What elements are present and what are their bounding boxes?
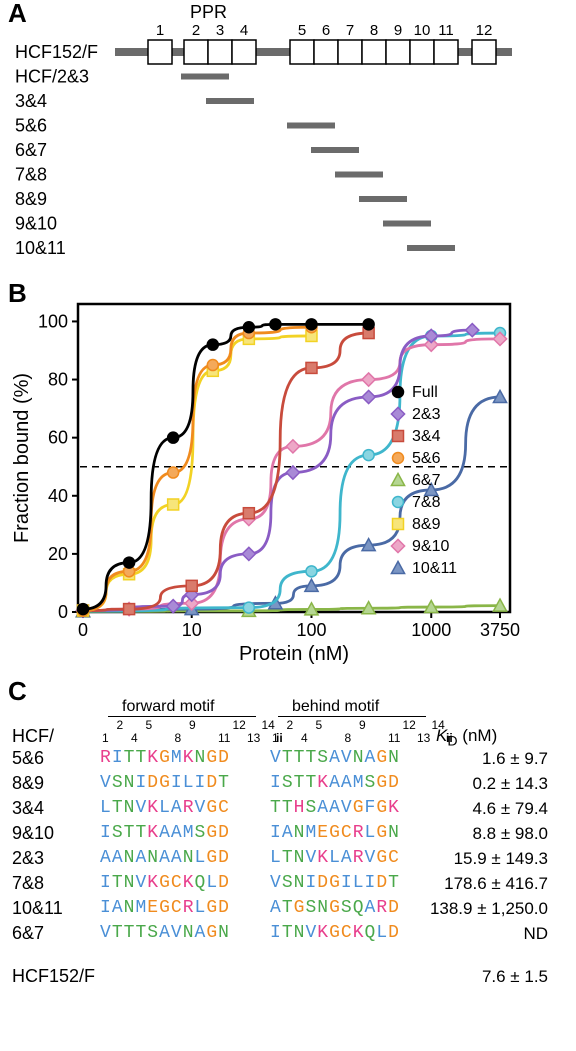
svg-text:Fraction bound (%): Fraction bound (%) bbox=[11, 373, 33, 543]
svg-text:1: 1 bbox=[156, 22, 164, 39]
svg-text:0: 0 bbox=[58, 602, 68, 622]
panel-c: C forward motifbehind motif2591214148111… bbox=[0, 680, 576, 1050]
panel-b-label: B bbox=[8, 278, 27, 309]
svg-text:8&9: 8&9 bbox=[412, 516, 441, 533]
svg-text:3: 3 bbox=[216, 22, 224, 39]
svg-text:9&10: 9&10 bbox=[412, 538, 449, 555]
panel-b: B 02040608010001010010003750Protein (nM)… bbox=[0, 282, 576, 672]
svg-text:9: 9 bbox=[394, 22, 402, 39]
panel-a: A PPR 123456789101112HCF152/FHCF/2&33&45… bbox=[0, 0, 576, 280]
svg-text:3&4: 3&4 bbox=[15, 91, 47, 111]
svg-text:80: 80 bbox=[48, 370, 68, 390]
svg-text:11: 11 bbox=[438, 22, 454, 39]
svg-text:3&4: 3&4 bbox=[412, 428, 441, 445]
panel-c-label: C bbox=[8, 676, 27, 707]
svg-text:Full: Full bbox=[412, 384, 438, 401]
svg-text:HCF/2&3: HCF/2&3 bbox=[15, 67, 89, 87]
svg-text:8&9: 8&9 bbox=[15, 189, 47, 209]
svg-text:6&7: 6&7 bbox=[412, 472, 441, 489]
svg-text:8: 8 bbox=[370, 22, 378, 39]
svg-text:100: 100 bbox=[296, 620, 326, 640]
svg-text:3750: 3750 bbox=[480, 620, 520, 640]
svg-text:9&10: 9&10 bbox=[15, 214, 57, 234]
svg-text:5: 5 bbox=[298, 22, 306, 39]
svg-text:7&8: 7&8 bbox=[15, 165, 47, 185]
svg-text:HCF152/F: HCF152/F bbox=[15, 42, 98, 62]
svg-text:5&6: 5&6 bbox=[15, 116, 47, 136]
svg-text:4: 4 bbox=[240, 22, 248, 39]
svg-text:1000: 1000 bbox=[411, 620, 451, 640]
svg-text:6&7: 6&7 bbox=[15, 140, 47, 160]
svg-text:0: 0 bbox=[78, 620, 88, 640]
svg-text:2&3: 2&3 bbox=[412, 406, 441, 423]
svg-text:6: 6 bbox=[322, 22, 330, 39]
svg-text:10&11: 10&11 bbox=[15, 238, 66, 258]
svg-text:Protein (nM): Protein (nM) bbox=[239, 643, 349, 665]
panel-b-chart: 02040608010001010010003750Protein (nM)Fr… bbox=[0, 282, 576, 672]
svg-text:20: 20 bbox=[48, 544, 68, 564]
svg-text:40: 40 bbox=[48, 486, 68, 506]
panel-a-svg: 123456789101112HCF152/FHCF/2&33&45&66&77… bbox=[0, 0, 576, 280]
svg-text:5&6: 5&6 bbox=[412, 450, 441, 467]
svg-text:7: 7 bbox=[346, 22, 354, 39]
svg-text:60: 60 bbox=[48, 428, 68, 448]
svg-text:2: 2 bbox=[192, 22, 200, 39]
svg-text:100: 100 bbox=[38, 311, 68, 331]
svg-text:10: 10 bbox=[414, 22, 431, 39]
svg-text:10&11: 10&11 bbox=[412, 560, 457, 577]
svg-text:12: 12 bbox=[476, 22, 493, 39]
svg-text:10: 10 bbox=[182, 620, 202, 640]
svg-text:7&8: 7&8 bbox=[412, 494, 441, 511]
